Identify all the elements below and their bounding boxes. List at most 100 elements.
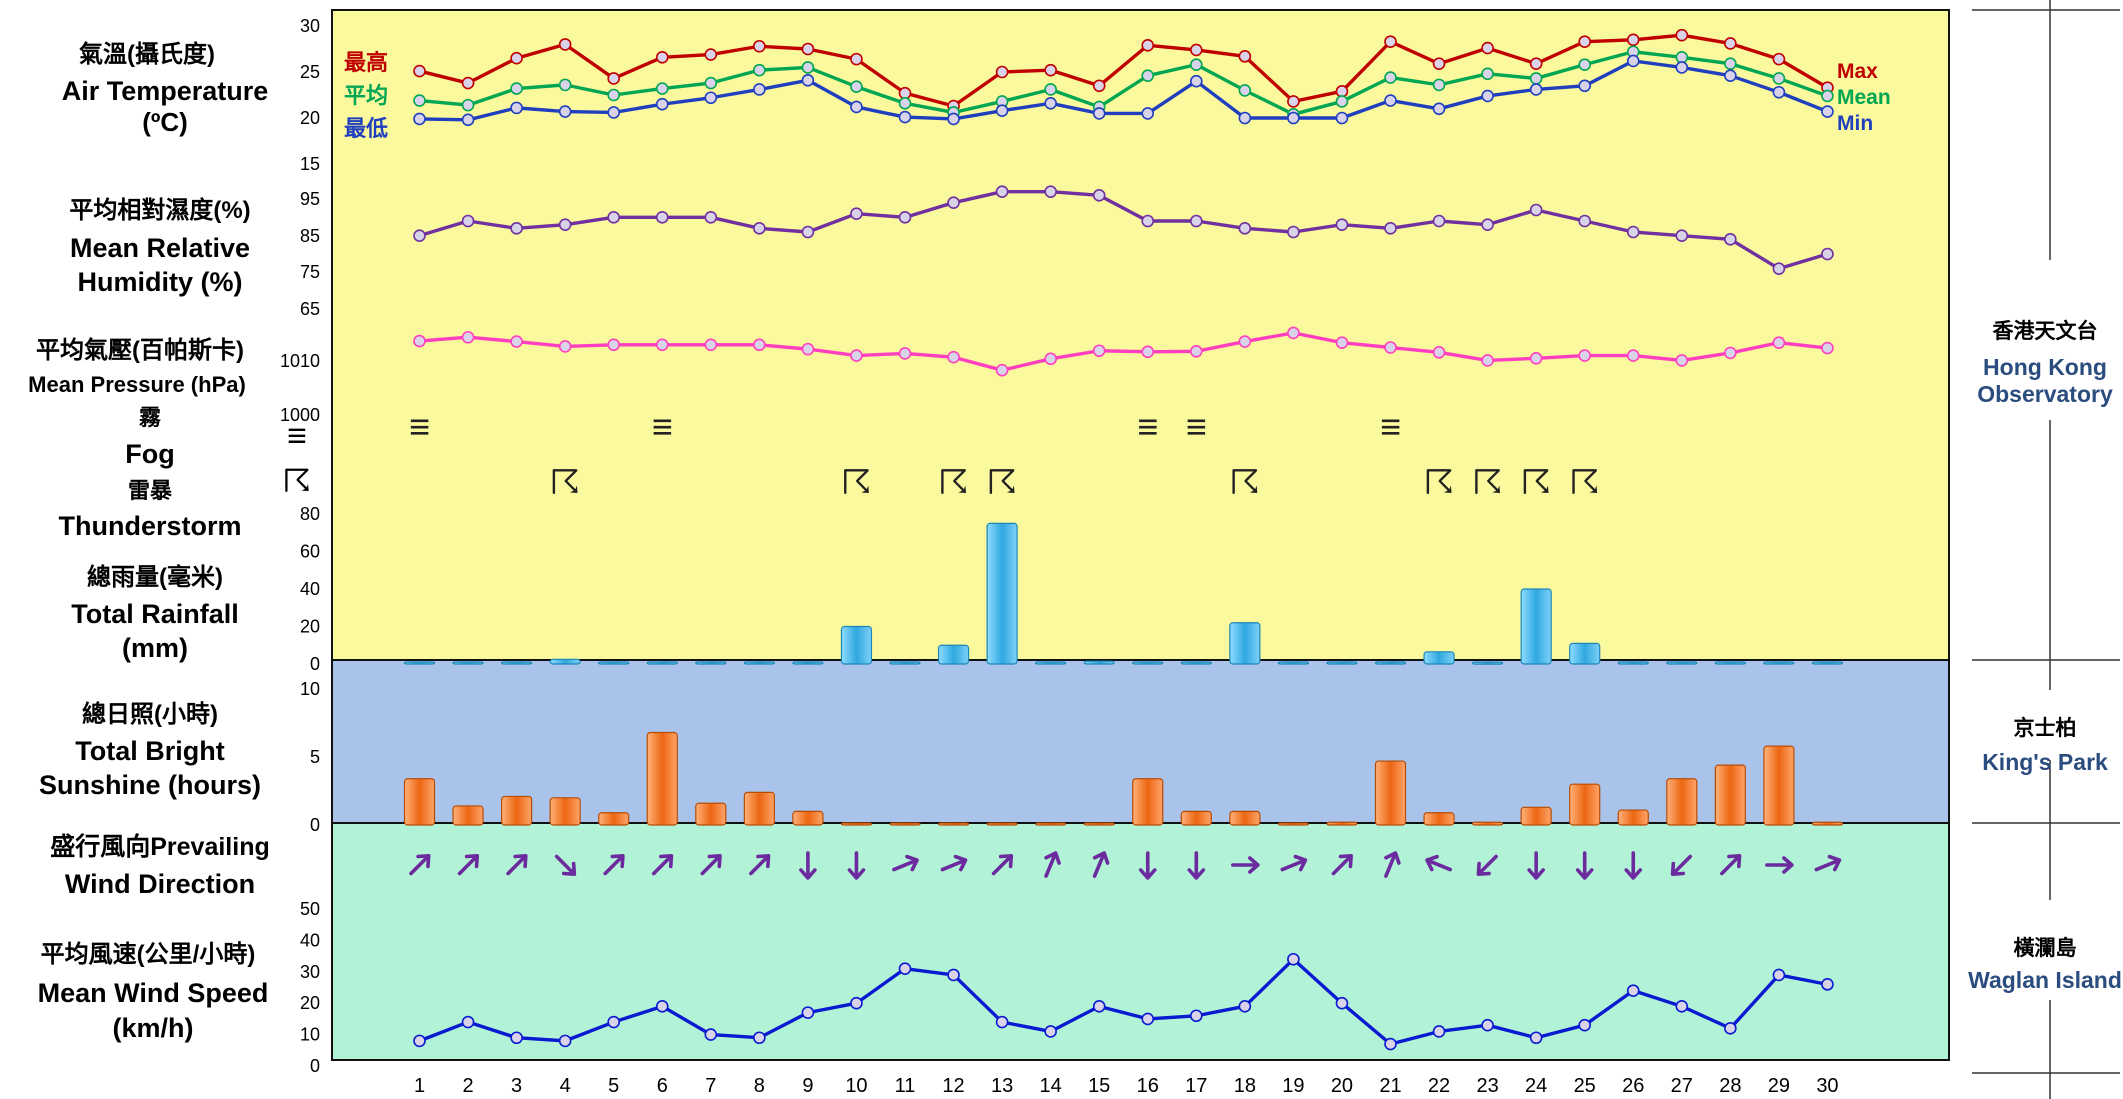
wind-speed-point-day-15 — [1092, 1000, 1106, 1013]
rain-tick-80: 80 — [300, 504, 320, 524]
temp-min-point-day-13 — [995, 104, 1009, 117]
fog-legend-icon: ≡ — [287, 417, 307, 455]
temp-tick-20: 20 — [300, 108, 320, 128]
wind-speed-point-day-5 — [607, 1015, 621, 1029]
temp-min-point-day-16 — [1141, 107, 1155, 120]
station-hko-en2: Observatory — [1977, 381, 2113, 407]
bar-series — [403, 522, 1844, 826]
sun-label-zh: 總日照(小時) — [82, 700, 218, 728]
x-label-day-12: 12 — [942, 1075, 964, 1097]
humidity-point-day-5 — [607, 211, 621, 224]
temp-max-point-day-18 — [1238, 50, 1252, 63]
left-labels: 氣溫(攝氏度) Air Temperature (ºC) 平均相對濕度(%) M… — [28, 40, 270, 1043]
x-axis-day-labels: 1 2 3 4 5 6 7 8 9 10 11 12 13 14 15 16 17 18 19 20 21 22 23 24 2… — [414, 1075, 1839, 1097]
sun-bar-day-24 — [1520, 806, 1552, 826]
rain-bar-day-25 — [1569, 642, 1601, 665]
wind-arrow-day-8 — [749, 854, 771, 876]
pressure-line — [419, 331, 1828, 372]
wind-speed-point-day-12 — [947, 968, 960, 982]
wind-arrow-day-23 — [1476, 854, 1498, 876]
temp-min-point-day-11 — [898, 110, 912, 124]
pressure-label-en: Mean Pressure (hPa) — [28, 372, 246, 397]
fog-icon-day-17: ≡ — [1186, 406, 1207, 447]
fog-icon-day-6: ≡ — [652, 406, 673, 447]
temp-mean-point-day-8 — [753, 63, 766, 77]
pressure-point-day-30 — [1821, 341, 1834, 355]
temp-max-point-day-3 — [510, 51, 523, 65]
humidity-point-day-28 — [1724, 233, 1737, 246]
wind-arrow-head — [1138, 868, 1157, 880]
wind-arrow-shaft — [991, 854, 1013, 876]
legend-mean-zh: 平均 — [344, 83, 388, 108]
pressure-point-day-15 — [1092, 344, 1106, 358]
wind-arrow-head — [1624, 868, 1643, 880]
wind-arrow-day-5 — [603, 854, 625, 876]
x-label-day-17: 17 — [1185, 1075, 1207, 1097]
temp-max-point-day-19 — [1287, 95, 1300, 108]
humidity-point-day-23 — [1481, 218, 1494, 231]
pressure-point-day-7 — [704, 338, 718, 352]
x-label-day-27: 27 — [1671, 1075, 1693, 1097]
wind-speed-point-day-18 — [1238, 1000, 1252, 1013]
pressure-point-day-29 — [1772, 336, 1786, 349]
rain-label-zh: 總雨量(毫米) — [87, 563, 223, 591]
humidity-tick-85: 85 — [300, 226, 320, 246]
pressure-point-day-25 — [1578, 349, 1591, 362]
wind-arrow-day-30 — [1814, 854, 1842, 872]
rain-bar-day-28 — [1714, 661, 1746, 665]
pressure-point-day-28 — [1724, 346, 1737, 360]
rain-bar-day-29 — [1763, 661, 1795, 665]
temp-mean-point-day-29 — [1772, 72, 1786, 85]
sun-bar-day-19 — [1277, 822, 1310, 826]
pressure-point-day-8 — [753, 338, 766, 352]
rain-label-en2: (mm) — [122, 633, 188, 663]
temp-tick-25: 25 — [300, 62, 320, 82]
temp-max-point-day-15 — [1092, 79, 1106, 93]
rain-tick-60: 60 — [300, 542, 320, 562]
x-label-day-23: 23 — [1476, 1075, 1498, 1097]
rain-bar-day-26 — [1617, 661, 1649, 665]
humidity-tick-95: 95 — [300, 189, 320, 209]
wind-arrow-day-24 — [1527, 851, 1545, 880]
temp-min-point-day-2 — [461, 113, 475, 127]
wind-arrow-day-18 — [1231, 856, 1260, 874]
wind-arrow-shaft — [1477, 854, 1498, 876]
x-label-day-7: 7 — [705, 1075, 716, 1097]
wind-speed-point-day-13 — [995, 1015, 1009, 1029]
station-waglan: 橫瀾島 Waglan Island — [1968, 936, 2122, 993]
wind-speed-point-day-7 — [704, 1028, 718, 1041]
wind-speed-point-day-29 — [1772, 968, 1786, 982]
humidity-point-day-6 — [655, 211, 669, 224]
rain-bar-day-8 — [743, 661, 775, 665]
rain-bar-day-15 — [1083, 660, 1115, 665]
x-label-day-4: 4 — [560, 1075, 571, 1097]
rain-bar-day-3 — [501, 661, 533, 665]
wind-speed-point-day-20 — [1335, 996, 1349, 1010]
rain-bar-day-6 — [646, 661, 678, 665]
temp-min-point-day-19 — [1287, 111, 1300, 125]
station-hko-en1: Hong Kong — [1983, 354, 2107, 380]
sun-label-en2: Sunshine (hours) — [39, 770, 261, 800]
wind-arrow-head — [953, 854, 968, 872]
x-label-day-29: 29 — [1768, 1075, 1790, 1097]
temp-min-point-day-3 — [510, 101, 523, 115]
humidity-point-day-13 — [995, 185, 1009, 198]
wind-arrow-head — [1092, 851, 1110, 865]
thunder-icon-day-13: ☈ — [987, 464, 1017, 502]
sun-bar-day-18 — [1229, 810, 1261, 826]
humidity-point-day-16 — [1141, 214, 1155, 228]
temp-legend-en: Max Mean Min — [1837, 60, 1891, 135]
sun-bar-day-4 — [549, 797, 581, 826]
temp-min-point-day-22 — [1432, 102, 1446, 116]
wind-speed-point-day-24 — [1529, 1031, 1543, 1045]
humidity-point-day-29 — [1772, 262, 1786, 275]
pressure-point-day-20 — [1335, 336, 1349, 349]
wind-speed-point-day-26 — [1626, 984, 1640, 997]
temp-max-point-day-5 — [607, 72, 621, 85]
temp-max-point-day-4 — [558, 38, 572, 51]
rain-tick-20: 20 — [300, 617, 320, 637]
station-column — [1972, 0, 2120, 1099]
pressure-point-day-11 — [898, 347, 912, 360]
station-hko: 香港天文台 Hong Kong Observatory — [1977, 319, 2113, 407]
x-label-day-26: 26 — [1622, 1075, 1644, 1097]
